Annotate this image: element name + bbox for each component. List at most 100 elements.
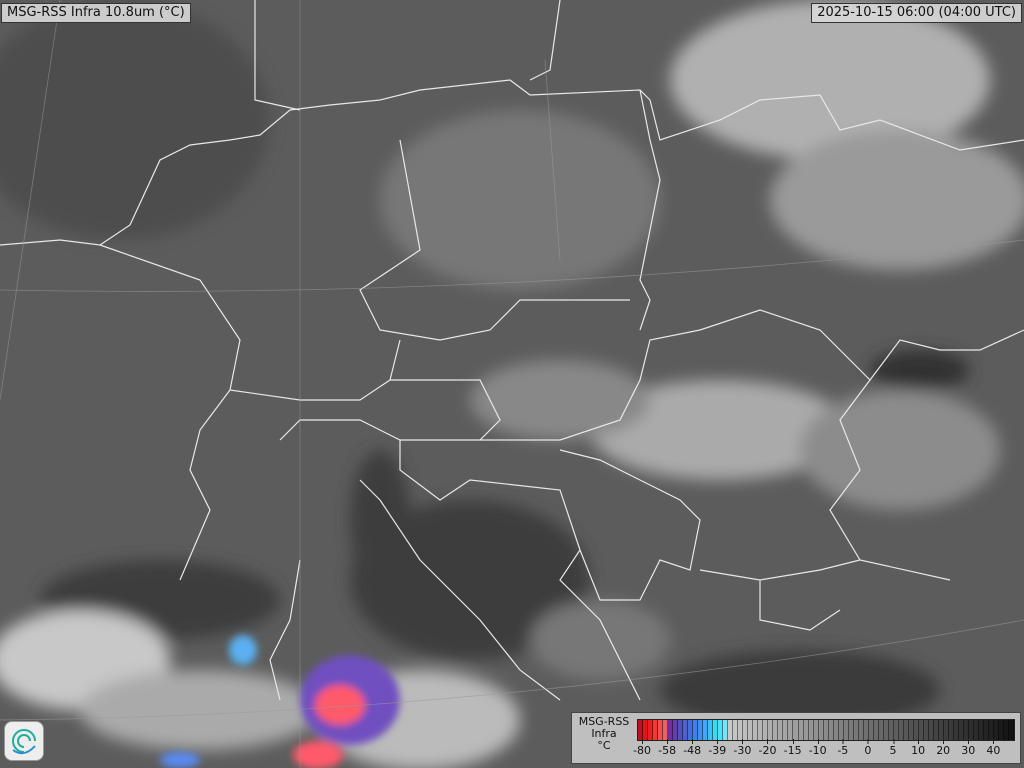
color-bar-cell [863,720,869,740]
color-bar-cell [974,720,980,740]
color-bar-cell [878,720,884,740]
country-borders [0,0,1024,701]
color-bar-cell [853,720,859,740]
color-bar-cell [643,720,649,740]
color-bar-cell [873,720,879,740]
product-title: MSG-RSS Infra 10.8um (°C) [1,3,191,23]
timestamp: 2025-10-15 06:00 (04:00 UTC) [811,3,1022,23]
color-bar-cell [808,720,814,740]
color-bar-cell [903,720,909,740]
color-bar-cell [1009,720,1015,740]
color-bar-cell [663,720,669,740]
color-bar-cell [928,720,934,740]
color-bar-cell [753,720,759,740]
legend-tick-label: 0 [864,739,871,757]
color-bar-cell [918,720,924,740]
color-bar-cell [833,720,839,740]
color-bar-cell [658,720,664,740]
color-bar-cell [673,720,679,740]
color-bar-cell [778,720,784,740]
color-bar-cell [969,720,975,740]
color-bar-cell [989,720,995,740]
color-bar-cell [688,720,694,740]
color-bar-cell [803,720,809,740]
color-bar-cell [959,720,965,740]
color-bar-cell [708,720,714,740]
color-bar-cell [908,720,914,740]
color-bar-cell [768,720,774,740]
color-bar-cell [848,720,854,740]
color-bar-cell [743,720,749,740]
color-bar-cell [793,720,799,740]
color-bar-cell [713,720,719,740]
legend-title-line: Infra [591,727,617,740]
legend-title: MSG-RSS Infra °C [574,716,634,752]
color-bar-cell [898,720,904,740]
color-bar-cell [678,720,684,740]
legend-title-line: °C [597,739,611,752]
color-bar-cell [823,720,829,740]
legend-tick-label: 10 [911,739,925,757]
legend-tick-label: -15 [784,739,802,757]
color-bar-cell [733,720,739,740]
color-bar-cell [913,720,919,740]
color-bar-cell [1004,720,1010,740]
color-bar-cell [838,720,844,740]
color-bar-cell [883,720,889,740]
color-bar-cell [728,720,734,740]
color-bar-cell [984,720,990,740]
color-bar-cell [758,720,764,740]
color-bar-cell [638,720,644,740]
color-bar-cell [693,720,699,740]
color-bar-cell [964,720,970,740]
color-bar-cell [668,720,674,740]
legend-tick-label: -10 [809,739,827,757]
color-bar-cell [933,720,939,740]
color-bar-cell [813,720,819,740]
color-bar-cell [999,720,1005,740]
legend-tick-label: -58 [658,739,676,757]
color-bar-cell [953,720,959,740]
color-bar-cell [893,720,899,740]
color-bar-cell [788,720,794,740]
color-bar-cell [818,720,824,740]
color-bar-cell [783,720,789,740]
color-bar-cell [979,720,985,740]
color-bar-cell [994,720,1000,740]
color-bar-cell [653,720,659,740]
color-bar-cell [858,720,864,740]
legend-tick-label: -20 [759,739,776,757]
color-bar-cell [888,720,894,740]
color-bar-cell [648,720,654,740]
legend-tick-label: 40 [986,739,1000,757]
color-bar-cell [798,720,804,740]
legend-tick-label: 20 [936,739,950,757]
legend-tick-label: -80 [633,739,651,757]
swirl-logo-icon [12,729,36,755]
color-bar-cell [763,720,769,740]
color-bar [637,719,1015,741]
color-bar-cell [723,720,729,740]
color-bar-cell [683,720,689,740]
color-bar-cell [698,720,704,740]
color-bar-cell [843,720,849,740]
legend-tick-label: 30 [961,739,975,757]
cold-cloud-tops [160,635,400,768]
color-bar-cell [868,720,874,740]
legend-tick-label: -48 [683,739,701,757]
legend-tick-label: -5 [837,739,848,757]
color-bar-cell [948,720,954,740]
color-bar-cell [938,720,944,740]
legend-tick-label: -39 [708,739,726,757]
legend-ticks: -80 -58 -48 -39 -30 -20 -15 -10 -5 0 5 10 20 30 40 [572,739,1020,761]
color-bar-cell [718,720,724,740]
color-bar-cell [943,720,949,740]
color-bar-cell [773,720,779,740]
color-bar-cell [828,720,834,740]
color-bar-cell [738,720,744,740]
legend-title-line: MSG-RSS [578,715,630,728]
logo[interactable] [4,721,44,761]
